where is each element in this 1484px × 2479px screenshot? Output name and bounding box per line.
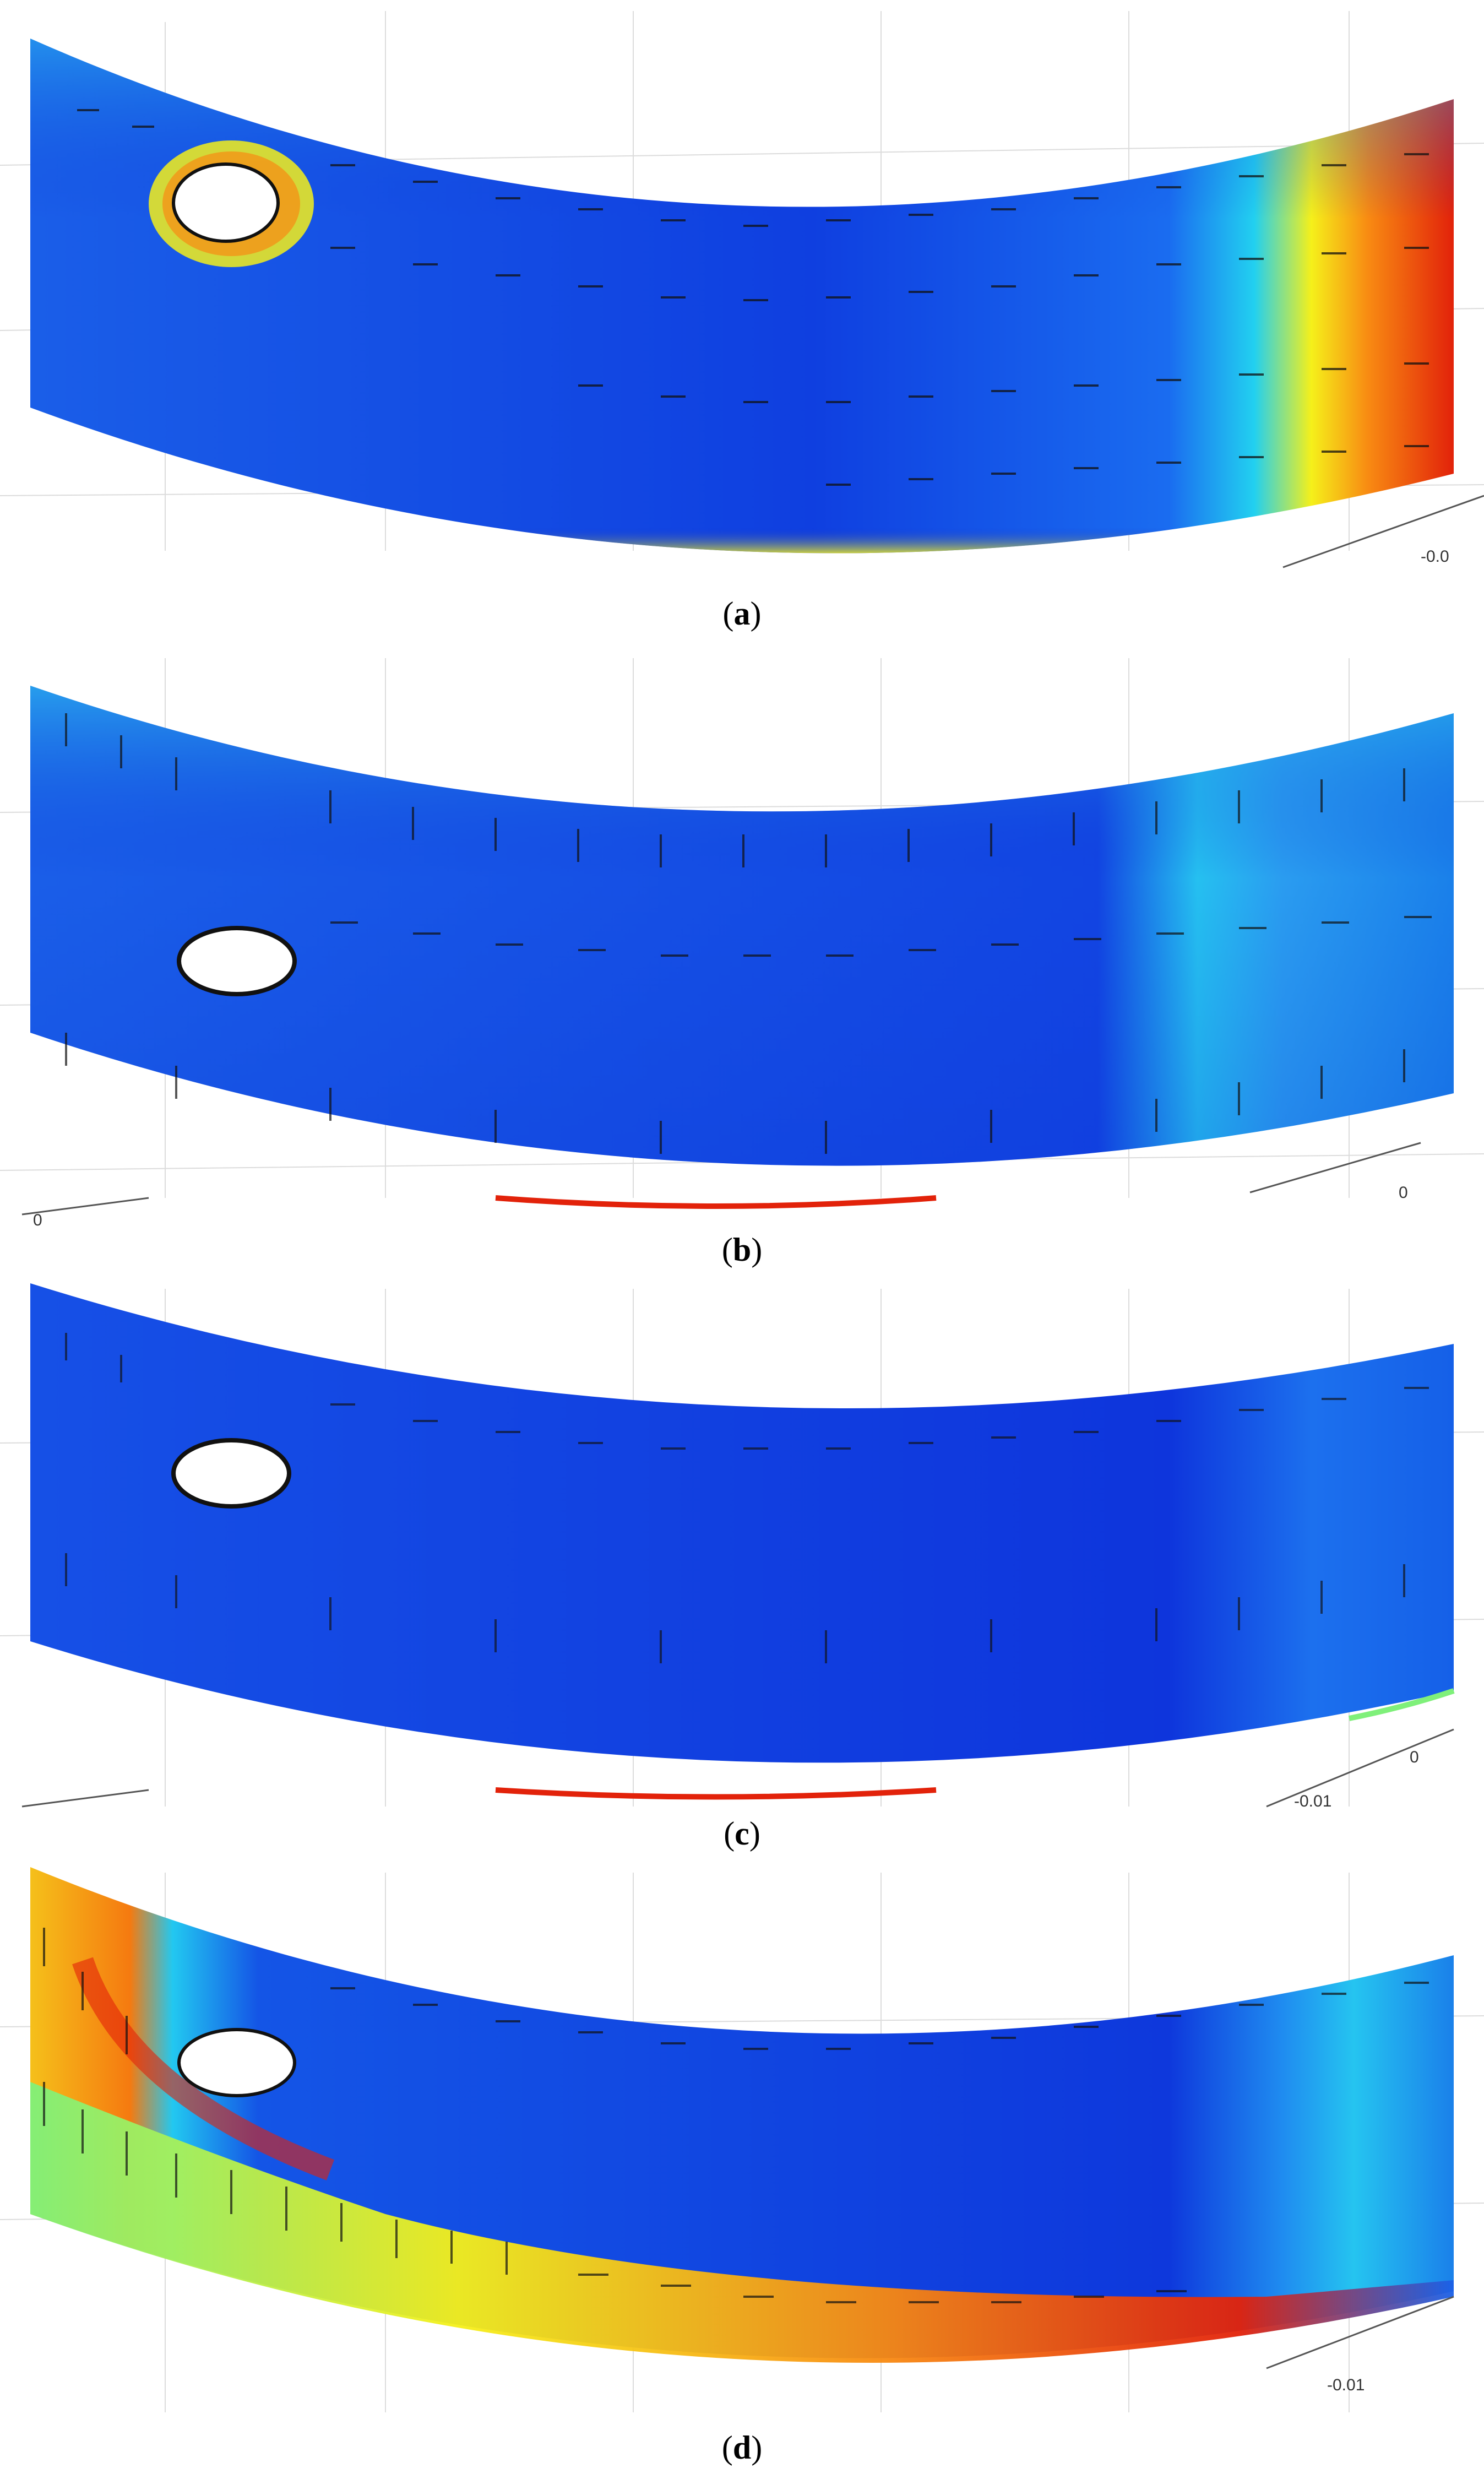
- axis-lines: [21, 1142, 1421, 1216]
- panel-d: -0.01 (d): [0, 1862, 1484, 2479]
- caption-d: (d): [721, 2429, 763, 2466]
- high-velocity-band: [30, 2082, 1454, 2363]
- caption-b: (b): [721, 1232, 763, 1268]
- hole: [171, 1438, 291, 1509]
- axis-tick-label: 0: [33, 1211, 42, 1229]
- axis-tick-label: -0.01: [1294, 1792, 1331, 1810]
- hole: [172, 162, 280, 243]
- hole: [177, 926, 297, 996]
- velocity-arrows: [43, 1928, 1429, 2303]
- axis-lines: [1282, 495, 1484, 568]
- axis-lines: [21, 1728, 1454, 1808]
- panel-a: -0.0 (a): [0, 0, 1484, 647]
- flow-field-plot-a: -0.0: [0, 11, 1484, 568]
- axis-tick-label: -0.01: [1327, 2376, 1365, 2394]
- caption-a: (a): [722, 595, 762, 632]
- panel-b: 0 0 (b): [0, 647, 1484, 1278]
- axis-tick-label: -0.0: [1421, 547, 1449, 566]
- panel-c: 0 -0.01 (c): [0, 1278, 1484, 1862]
- hole: [177, 2028, 296, 2097]
- flow-field-plot-d: -0.01: [0, 1867, 1484, 2412]
- axis-tick-label: 0: [1399, 1184, 1408, 1202]
- caption-c: (c): [724, 1815, 760, 1852]
- flow-field-plot-b: 0 0: [0, 658, 1484, 1229]
- velocity-arrows: [65, 1333, 1429, 1663]
- axis-tick-label: 0: [1410, 1748, 1419, 1766]
- axis-lines: [1266, 2296, 1454, 2369]
- velocity-arrows: [77, 109, 1429, 486]
- flow-surface: [30, 1283, 1454, 1763]
- flow-field-plot-c: 0 -0.01: [0, 1283, 1484, 1810]
- velocity-arrows: [65, 713, 1432, 1154]
